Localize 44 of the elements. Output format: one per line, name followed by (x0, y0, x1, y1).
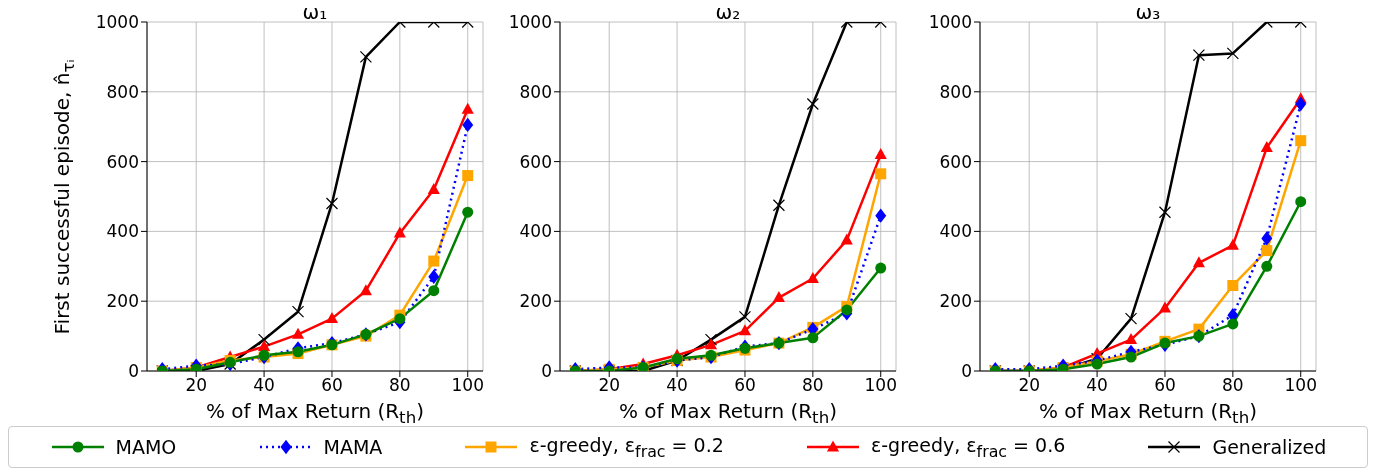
y-tick-label: 0 (961, 361, 972, 382)
legend-label: MAMO (115, 436, 177, 458)
y-tick-label: 400 (939, 221, 972, 242)
x-tick-label: 60 (321, 375, 343, 396)
x-tick-label: 20 (598, 375, 621, 396)
y-tick-label: 600 (106, 151, 139, 172)
y-tick-label: 0 (128, 361, 139, 382)
x-tick-label: 100 (864, 375, 897, 396)
chart-title: ω₁ (301, 0, 329, 24)
chart-title: ω₂ (714, 0, 742, 24)
y-tick-label: 400 (519, 221, 552, 242)
y-tick-label: 200 (939, 291, 972, 312)
y-tick-label: 200 (519, 291, 552, 312)
legend-label: MAMA (323, 436, 383, 458)
y-tick-label: 200 (106, 291, 139, 312)
legend-label: ε-greedy, ε$_{frac}$ = 0.6 (870, 433, 1066, 461)
y-tick-label: 1000 (508, 12, 552, 33)
y-tick-label: 1000 (928, 12, 972, 33)
x-tick-label: 60 (734, 375, 756, 396)
legend-label: ε-greedy, ε$_{frac}$ = 0.2 (529, 433, 724, 461)
y-tick-label: 1000 (95, 12, 139, 33)
y-tick-label: 800 (519, 81, 552, 102)
legend-label: Generalized (1212, 436, 1327, 458)
y-tick-label: 800 (939, 81, 972, 102)
x-tick-label: 80 (802, 375, 824, 396)
x-tick-label: 60 (1154, 375, 1176, 396)
x-tick-label: 40 (253, 375, 275, 396)
x-tick-label: 80 (389, 375, 411, 396)
x-tick-label: 20 (1018, 375, 1041, 396)
x-axis-title: % of Max Return (R$_{th}$) (1038, 399, 1258, 427)
x-axis-title: % of Max Return (R$_{th}$) (205, 399, 425, 427)
y-tick-label: 600 (939, 151, 972, 172)
x-tick-label: 40 (666, 375, 688, 396)
x-axis-title: % of Max Return (R$_{th}$) (618, 399, 838, 427)
x-tick-label: 80 (1222, 375, 1244, 396)
y-tick-label: 400 (106, 221, 139, 242)
x-tick-label: 40 (1086, 375, 1108, 396)
x-tick-label: 100 (1284, 375, 1317, 396)
y-tick-label: 800 (106, 81, 139, 102)
y-tick-label: 600 (519, 151, 552, 172)
y-tick-label: 0 (541, 361, 552, 382)
x-tick-label: 100 (451, 375, 484, 396)
chart-title: ω₃ (1134, 0, 1162, 24)
x-tick-label: 20 (185, 375, 208, 396)
